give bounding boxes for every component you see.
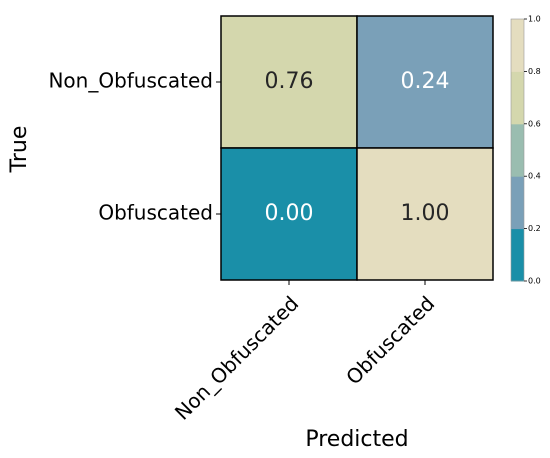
y-tick-label: Obfuscated <box>98 201 213 225</box>
colorbar-tick-label: 0.2 <box>528 224 541 233</box>
x-tick-label: Non_Obfuscated <box>170 291 303 424</box>
y-axis-label: True <box>7 126 32 174</box>
x-tick-label: Obfuscated <box>341 291 439 389</box>
cell-value-label-0-0: 0.76 <box>265 69 314 94</box>
colorbar-tick-label: 0.4 <box>528 172 541 181</box>
y-tick-label: Non_Obfuscated <box>48 69 213 93</box>
x-tick-labels: Non_Obfuscated Obfuscated <box>170 280 439 425</box>
cell-value-label-1-0: 0.00 <box>265 201 314 226</box>
colorbar-bin <box>511 71 524 125</box>
heatmap-cell-0-0 <box>220 15 358 149</box>
colorbar-bin <box>511 123 524 177</box>
x-axis-label: Predicted <box>305 427 408 452</box>
colorbar-tick-label: 0.0 <box>528 277 541 286</box>
heatmap-cell-1-0 <box>220 147 358 281</box>
y-tick-labels: Non_Obfuscated Obfuscated <box>48 69 221 225</box>
cell-value-label-1-1: 1.00 <box>401 201 450 226</box>
colorbar-bin <box>511 19 524 72</box>
heatmap-cell-labels: 0.76 0.24 0.00 1.00 <box>265 69 450 226</box>
colorbar-tick-label: 1.0 <box>528 15 541 24</box>
colorbar-tick-label: 0.6 <box>528 119 541 128</box>
cell-value-label-0-1: 0.24 <box>401 69 450 94</box>
heatmap-cells <box>220 15 494 281</box>
colorbar-tick-label: 0.8 <box>528 67 541 76</box>
colorbar: 0.0 0.2 0.4 0.6 0.8 1.0 <box>510 15 541 286</box>
colorbar-bin <box>511 228 524 282</box>
heatmap-cell-1-1 <box>356 147 494 281</box>
colorbar-frame <box>510 18 525 282</box>
heatmap-cell-0-1 <box>356 15 494 149</box>
colorbar-bin <box>511 176 524 230</box>
